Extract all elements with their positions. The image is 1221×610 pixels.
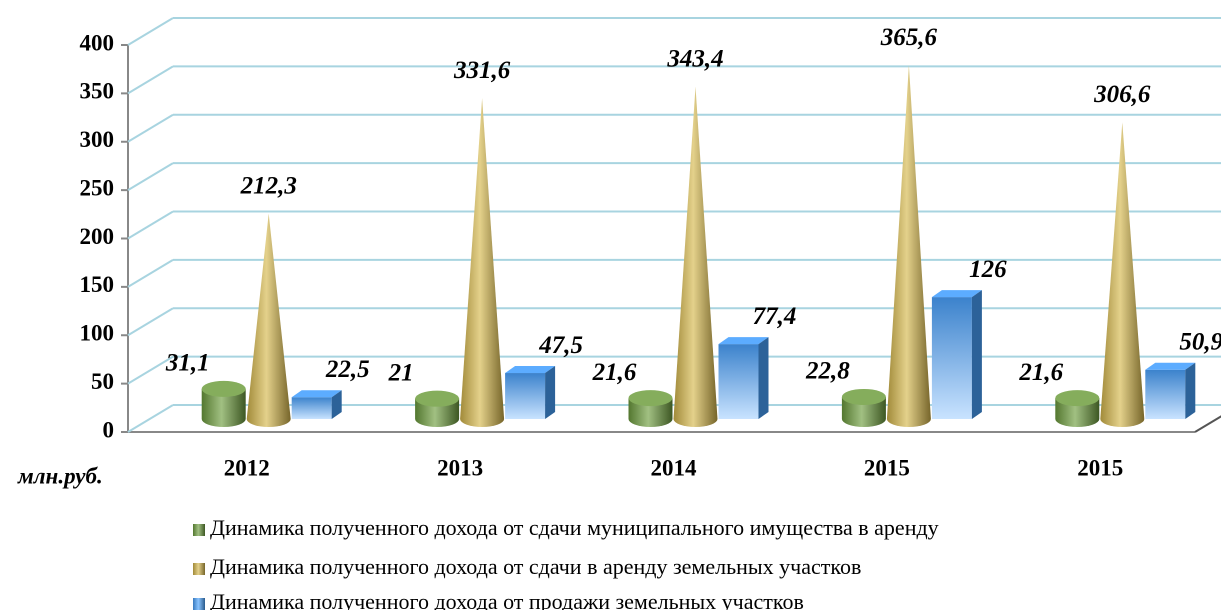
cylinder-top: [841, 388, 886, 405]
box: [718, 344, 759, 419]
box-side: [758, 337, 769, 419]
data-label: 22,8: [805, 358, 850, 385]
y-tick-label: 50: [91, 369, 114, 394]
cylinder-top: [415, 390, 460, 407]
cone: [673, 86, 718, 427]
cone: [460, 98, 505, 427]
data-label: 50,9: [1179, 328, 1221, 355]
data-label: 22,5: [325, 356, 370, 383]
grid-line: [127, 404, 174, 433]
data-label: 21,6: [1018, 359, 1063, 386]
box-side: [545, 366, 556, 419]
y-tick-label: 400: [80, 30, 115, 55]
legend-marker: [193, 563, 205, 575]
box-top: [505, 366, 556, 374]
data-label: 306,6: [1093, 81, 1151, 108]
data-label: 77,4: [753, 303, 797, 330]
box-top: [931, 290, 982, 298]
x-tick-label: 2012: [224, 455, 270, 480]
cylinder: [1055, 398, 1100, 427]
data-label: 126: [969, 256, 1007, 283]
legend-marker: [193, 598, 205, 610]
box: [505, 373, 546, 419]
legend-marker: [193, 524, 205, 536]
legend-label: Динамика полученного дохода от сдачи мун…: [210, 515, 939, 540]
box-top: [1145, 362, 1196, 370]
data-label: 331,6: [453, 57, 511, 84]
grid-line: [127, 17, 174, 46]
x-tick-label: 2013: [437, 455, 483, 480]
box-side: [1185, 362, 1196, 419]
cylinder-top: [628, 390, 673, 407]
y-tick-label: 300: [80, 127, 115, 152]
grid-line: [127, 259, 174, 288]
grid-line: [127, 307, 174, 337]
cylinder: [841, 396, 886, 427]
data-label: 31,1: [165, 350, 210, 377]
box: [1145, 369, 1186, 419]
x-tick-label: 2015: [864, 455, 910, 480]
data-label: 343,4: [666, 45, 723, 72]
box-side: [331, 390, 342, 419]
grid-line: [127, 210, 174, 240]
floor-edge: [1194, 415, 1221, 433]
data-label: 21,6: [592, 359, 637, 386]
grid-line: [127, 355, 174, 385]
data-label: 47,5: [538, 332, 583, 359]
y-axis-label: млн.руб.: [17, 463, 103, 488]
box-top: [718, 337, 769, 345]
x-tick-label: 2015: [1077, 455, 1123, 480]
y-tick-label: 350: [80, 79, 115, 104]
cylinder-top: [1055, 390, 1100, 407]
box: [931, 297, 972, 419]
data-label: 212,3: [240, 172, 297, 199]
cone: [886, 65, 931, 428]
cone: [1100, 122, 1145, 427]
cylinder: [201, 388, 246, 427]
box: [291, 397, 332, 419]
box-side: [971, 290, 982, 419]
legend-label: Динамика полученного дохода от сдачи в а…: [210, 554, 861, 579]
box-top: [291, 390, 342, 398]
grid-line: [127, 113, 174, 143]
legend-label: Динамика полученного дохода от продажи з…: [210, 589, 804, 610]
y-tick-label: 100: [80, 321, 115, 346]
cylinder: [415, 398, 460, 427]
y-tick-label: 0: [103, 417, 115, 442]
grid-line: [127, 65, 174, 95]
grid-line: [127, 162, 174, 191]
y-tick-label: 200: [80, 224, 115, 249]
data-label: 365,6: [880, 24, 938, 51]
y-tick-label: 250: [80, 175, 115, 200]
cylinder: [628, 398, 673, 427]
y-tick-label: 150: [80, 272, 115, 297]
x-tick-label: 2014: [651, 455, 698, 480]
cone: [246, 213, 291, 427]
cylinder-top: [201, 380, 246, 397]
data-label: 21: [388, 359, 414, 386]
